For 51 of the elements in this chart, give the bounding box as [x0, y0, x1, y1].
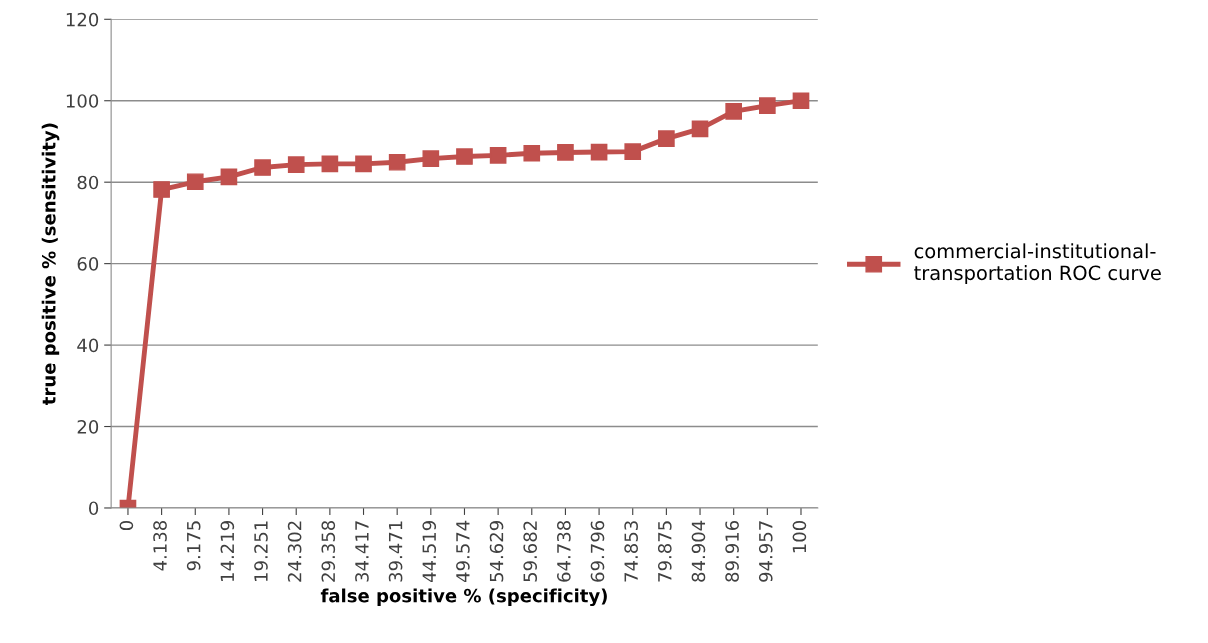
point [624, 143, 642, 160]
point [422, 150, 440, 167]
x-tick-label: 14.219 [220, 521, 235, 581]
x-tick-label: 34.417 [355, 521, 369, 582]
point [489, 146, 507, 164]
x-tick-label: 4.138 [153, 521, 167, 571]
y-tick-label: 120 [66, 12, 99, 27]
point [186, 173, 204, 191]
point [691, 120, 709, 138]
x-tick-label: 29.358 [321, 521, 336, 582]
point [658, 130, 675, 147]
point [153, 181, 170, 198]
y-tick-label: 0 [89, 501, 99, 516]
point [355, 155, 372, 173]
x-tick-label: 64.738 [557, 521, 571, 582]
point [590, 143, 608, 161]
point [557, 144, 574, 161]
point [254, 159, 271, 176]
x-tick-label: 24.302 [287, 521, 302, 582]
legend-label: commercial-institutional-transportation ROC curve [914, 243, 1161, 284]
x-tick-label: 59.682 [523, 521, 538, 582]
point [287, 156, 305, 174]
point [759, 97, 776, 114]
y-axis-title: true positive % (sensitivity) [41, 123, 60, 405]
x-tick-label: 44.519 [422, 521, 437, 583]
point [523, 144, 541, 162]
point [456, 148, 473, 165]
y-tick-label: 20 [77, 419, 99, 434]
point [220, 168, 238, 186]
x-tick-label: 74.853 [624, 521, 638, 582]
x-tick-label: 9.175 [186, 521, 201, 571]
y-tick-label: 40 [77, 338, 99, 353]
x-axis-title: false positive % (specificity) [320, 588, 607, 607]
point [321, 155, 339, 173]
y-tick-label: 80 [77, 175, 99, 190]
x-tick-label: 49.574 [456, 520, 470, 583]
x-tick-label: 89.916 [725, 520, 739, 582]
point [725, 102, 743, 120]
x-tick-label: 94.957 [758, 521, 773, 582]
x-tick-label: 0 [119, 520, 134, 531]
x-tick-label: 69.796 [590, 520, 605, 582]
point [388, 153, 406, 171]
x-tick-label: 79.875 [657, 521, 672, 582]
x-tick-label: 100 [792, 520, 807, 553]
y-tick-label: 60 [77, 257, 99, 271]
x-tick-label: 39.471 [388, 521, 403, 582]
y-tick-label: 100 [66, 94, 99, 108]
point [792, 92, 810, 110]
x-tick-label: 54.629 [489, 521, 504, 582]
x-tick-label: 84.904 [691, 520, 706, 582]
x-tick-label: 19.251 [254, 521, 268, 581]
